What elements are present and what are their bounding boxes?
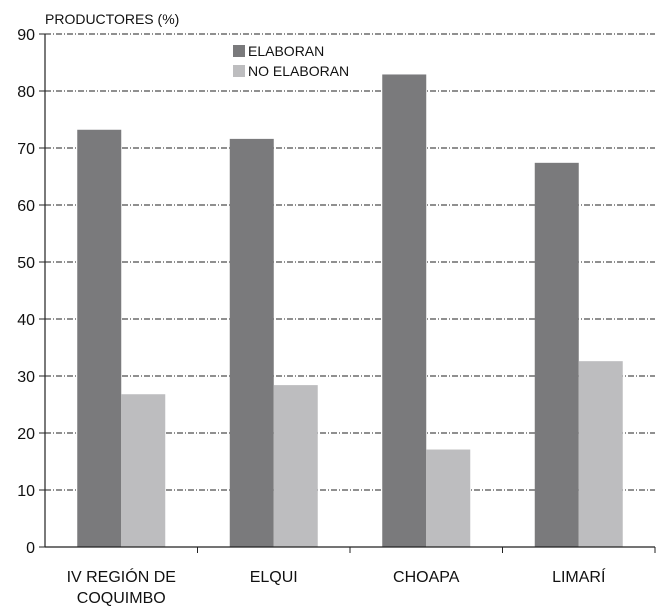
y-tick-label: 40 xyxy=(17,312,35,329)
x-category-label: LIMARÍ xyxy=(552,567,606,586)
legend-swatch xyxy=(233,65,245,77)
bar-no-elaboran xyxy=(578,361,623,547)
y-tick-label: 50 xyxy=(17,255,35,272)
bar-elaboran xyxy=(229,138,274,547)
x-category-label: IV REGIÓN DE xyxy=(67,567,176,586)
legend-swatch xyxy=(233,45,245,57)
y-tick-labels: 0 10 20 30 40 50 60 70 80 90 xyxy=(17,27,35,557)
y-tick-label: 30 xyxy=(17,369,35,386)
y-tick-label: 70 xyxy=(17,141,35,158)
bar-no-elaboran xyxy=(426,449,471,547)
y-tick-label: 0 xyxy=(26,540,35,557)
legend-label: NO ELABORAN xyxy=(248,63,349,79)
y-tick-label: 10 xyxy=(17,483,35,500)
bar-elaboran xyxy=(77,129,122,547)
x-category-labels: IV REGIÓN DE COQUIMBO ELQUI CHOAPA LIMARÍ xyxy=(67,567,606,607)
x-category-label: COQUIMBO xyxy=(77,590,166,607)
y-axis-title: PRODUCTORES (%) xyxy=(45,11,179,27)
x-category-label: ELQUI xyxy=(250,569,298,586)
bar-no-elaboran xyxy=(121,394,166,547)
legend: ELABORAN NO ELABORAN xyxy=(233,43,349,79)
x-category-label: CHOAPA xyxy=(393,569,460,586)
y-tick-label: 80 xyxy=(17,84,35,101)
bar-elaboran xyxy=(382,74,427,547)
y-tick-label: 60 xyxy=(17,198,35,215)
bar-elaboran xyxy=(534,162,579,547)
legend-label: ELABORAN xyxy=(248,43,324,59)
bars xyxy=(77,74,623,547)
bar-no-elaboran xyxy=(273,385,318,547)
y-tick-label: 90 xyxy=(17,27,35,44)
axes xyxy=(39,33,656,553)
y-tick-label: 20 xyxy=(17,426,35,443)
